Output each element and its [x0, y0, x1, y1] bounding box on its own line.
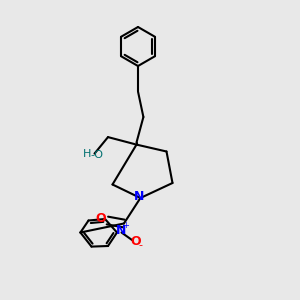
Text: N: N: [116, 224, 126, 237]
Text: H: H: [83, 148, 91, 159]
Text: O: O: [95, 212, 106, 226]
Text: O: O: [130, 235, 141, 248]
Text: +: +: [122, 221, 129, 230]
Text: -: -: [138, 240, 142, 250]
Text: N: N: [134, 190, 144, 203]
Text: -O: -O: [90, 150, 104, 160]
